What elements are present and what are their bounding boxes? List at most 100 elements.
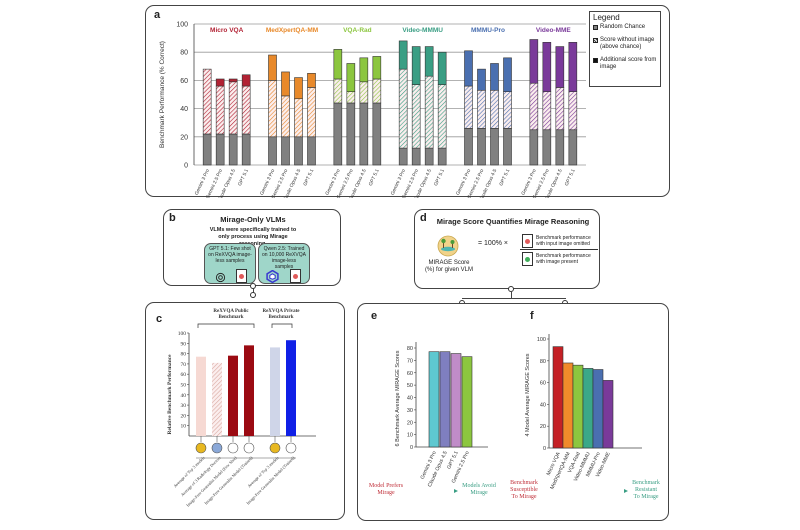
bar-additional-score — [464, 50, 473, 87]
bar-random-chance — [294, 136, 303, 166]
qwen-box: Qwen 2.5: Trained on 10,000 ReXVQA image… — [258, 243, 310, 284]
bar-random-chance — [503, 128, 512, 166]
bar-additional-score — [372, 56, 382, 80]
group-title: MMMU-Pro — [471, 27, 505, 34]
model-logo-icon — [285, 442, 297, 454]
chart-c-relative-performance: 10 20 30 40 50 60 70 80 90 100 Relative Benchmark … — [167, 309, 316, 508]
panel-b-title: Mirage-Only VLMs — [220, 215, 286, 224]
image-omitted-icon — [290, 269, 301, 283]
denominator-text: Benchmark performance with image present — [536, 253, 591, 265]
bar-additional-score — [281, 71, 290, 97]
legend-item-additional: Additional score from image — [593, 57, 657, 71]
y-tick-label: 30 — [407, 408, 413, 414]
model-logo-icon — [227, 442, 239, 454]
y-axis-label: Relative Benchmark Performance — [167, 354, 173, 435]
bar-random-chance — [490, 128, 499, 166]
bar-random-chance — [241, 133, 251, 166]
y-tick-label: 100 — [178, 331, 187, 337]
bar — [196, 356, 206, 436]
bar-additional-score — [542, 42, 552, 92]
bar-no-image-score — [346, 91, 356, 104]
bar-additional-score — [215, 78, 225, 87]
arrow-right-label: To Mirage — [633, 494, 658, 500]
image-present-icon — [522, 252, 533, 266]
y-tick-label: 80 — [540, 359, 546, 365]
panel-c: c 10 20 30 40 50 60 70 80 90 100 Relative Benchmar… — [145, 302, 345, 520]
legend-item-no-image: Score without image (above chance) — [593, 37, 657, 51]
y-axis-label: 6 Benchmark Average MIRAGE Scores — [395, 350, 401, 446]
bar — [270, 347, 280, 436]
bar-random-chance — [477, 128, 486, 166]
bar-random-chance — [424, 147, 434, 166]
bar-random-chance — [333, 102, 343, 166]
panel-d-title: Mirage Score Quantifies Mirage Reasoning — [436, 217, 590, 226]
bar-no-image-score — [437, 84, 447, 149]
y-tick-label: 40 — [540, 402, 546, 408]
bar-additional-score — [424, 46, 434, 77]
bar-additional-score — [333, 49, 343, 80]
group-label-public: Benchmark — [219, 315, 244, 320]
y-tick-label: 0 — [184, 163, 188, 170]
x-tick-label: GPT 5.1 — [368, 168, 381, 187]
numerator-text: Benchmark performance with input image o… — [536, 235, 591, 247]
bar-no-image-score — [228, 81, 238, 135]
bar-no-image-score — [215, 85, 225, 135]
bar — [562, 362, 574, 449]
doctors-icon — [211, 442, 223, 454]
bar-random-chance — [464, 128, 473, 166]
y-tick-label: 40 — [407, 396, 413, 402]
group-label-private: Benchmark — [269, 315, 294, 320]
bar-additional-score — [359, 57, 369, 83]
y-tick-label: 80 — [180, 50, 188, 57]
bar-no-image-score — [542, 91, 552, 131]
panel-ef: e f 0 10 20 30 40 50 60 70 80 6 Benchmark Average… — [357, 303, 669, 521]
group-title: Micro VQA — [210, 27, 244, 34]
y-tick-label: 90 — [181, 341, 187, 347]
bar-random-chance — [346, 102, 356, 166]
x-tick-label: GPT 5.1 — [433, 168, 446, 187]
legend-label: Score without image (above chance) — [600, 37, 655, 50]
image-omitted-icon — [236, 269, 247, 283]
bar — [212, 362, 222, 436]
y-tick-label: 60 — [540, 381, 546, 387]
bar-random-chance — [411, 147, 421, 166]
chart-f-benchmark-mirage-scores: 0 20 40 60 80 100 4 Model Average MIRAGE Score… — [510, 334, 660, 500]
y-tick-label: 60 — [407, 371, 413, 377]
bar-no-image-score — [490, 89, 499, 129]
y-tick-label: 40 — [181, 393, 187, 399]
bar-no-image-score — [398, 68, 408, 149]
bar — [592, 369, 604, 449]
gpt-box-text: GPT 5.1: Few shot on ReXVQA image-less s… — [208, 246, 252, 264]
bar-additional-score — [294, 77, 303, 100]
bar — [461, 356, 473, 448]
bar-random-chance — [202, 133, 212, 166]
y-tick-label: 0 — [410, 445, 413, 451]
bar-random-chance — [359, 102, 369, 166]
bar — [572, 364, 584, 449]
bar-additional-score — [490, 63, 499, 91]
panel-c-letter: c — [156, 313, 163, 325]
x-tick-label: GPT 5.1 — [498, 168, 511, 187]
arrow-head — [624, 489, 628, 493]
bar-random-chance — [529, 129, 539, 166]
y-axis-label: Benchmark Performance (% Correct) — [159, 41, 166, 148]
y-tick-label: 30 — [181, 403, 187, 409]
bar-random-chance — [372, 102, 382, 166]
bar-no-image-score — [294, 98, 303, 138]
connector-line — [510, 292, 512, 298]
group-title: VQA-Rad — [343, 27, 372, 34]
panel-b-letter: b — [169, 212, 176, 224]
bar — [450, 353, 462, 448]
bar-additional-score — [437, 51, 447, 85]
arrow-left-label: Mirage — [377, 490, 395, 496]
bar-additional-score — [307, 73, 316, 88]
legend-swatch-hatched — [593, 38, 598, 43]
legend-swatch-random — [593, 25, 598, 30]
panel-e-letter: e — [371, 310, 378, 322]
panel-a: a 0 20 40 60 80 100 Benchmark Performance (% C… — [145, 5, 670, 198]
bar-additional-score — [268, 54, 277, 81]
gpt-box: GPT 5.1: Few shot on ReXVQA image-less s… — [204, 243, 256, 284]
formula-equals: = 100% × — [478, 240, 508, 247]
arrow-right-label: Mirage — [470, 490, 488, 496]
bar-no-image-score — [333, 78, 343, 104]
